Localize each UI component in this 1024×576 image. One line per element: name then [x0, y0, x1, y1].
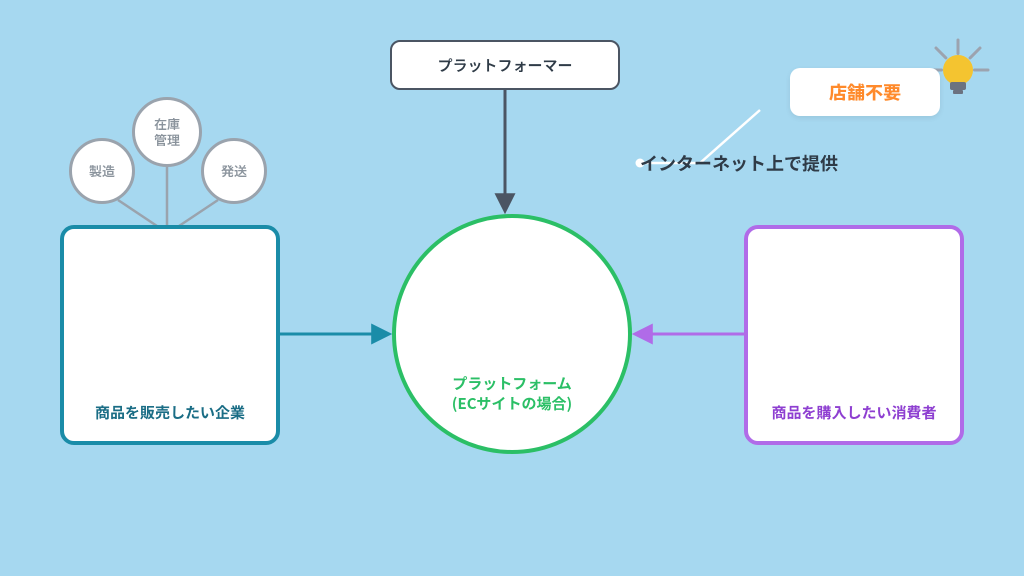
- platformer-label: プラットフォーマー: [437, 55, 572, 76]
- bubble-manufacture: 製造: [69, 138, 135, 204]
- no-store-callout: 店舗不要: [790, 68, 940, 116]
- consumer-node: 商品を購入したい消費者: [744, 225, 964, 445]
- company-label: 商品を販売したい企業: [95, 403, 245, 423]
- bubble-shipping: 発送: [201, 138, 267, 204]
- internet-annotation: インターネット上で提供: [640, 150, 838, 176]
- diagram-canvas: プラットフォーマー 製造 在庫 管理 発送 商品を販売したい企業 プラットフォー…: [0, 0, 1024, 576]
- company-node: 商品を販売したい企業: [60, 225, 280, 445]
- callout-label: 店舗不要: [829, 79, 901, 105]
- platform-label: プラットフォーム (ECサイトの場合): [452, 374, 572, 415]
- consumer-label: 商品を購入したい消費者: [771, 403, 936, 423]
- bubble-inventory: 在庫 管理: [132, 97, 202, 167]
- platform-node: プラットフォーム (ECサイトの場合): [392, 214, 632, 454]
- platformer-pill: プラットフォーマー: [390, 40, 620, 90]
